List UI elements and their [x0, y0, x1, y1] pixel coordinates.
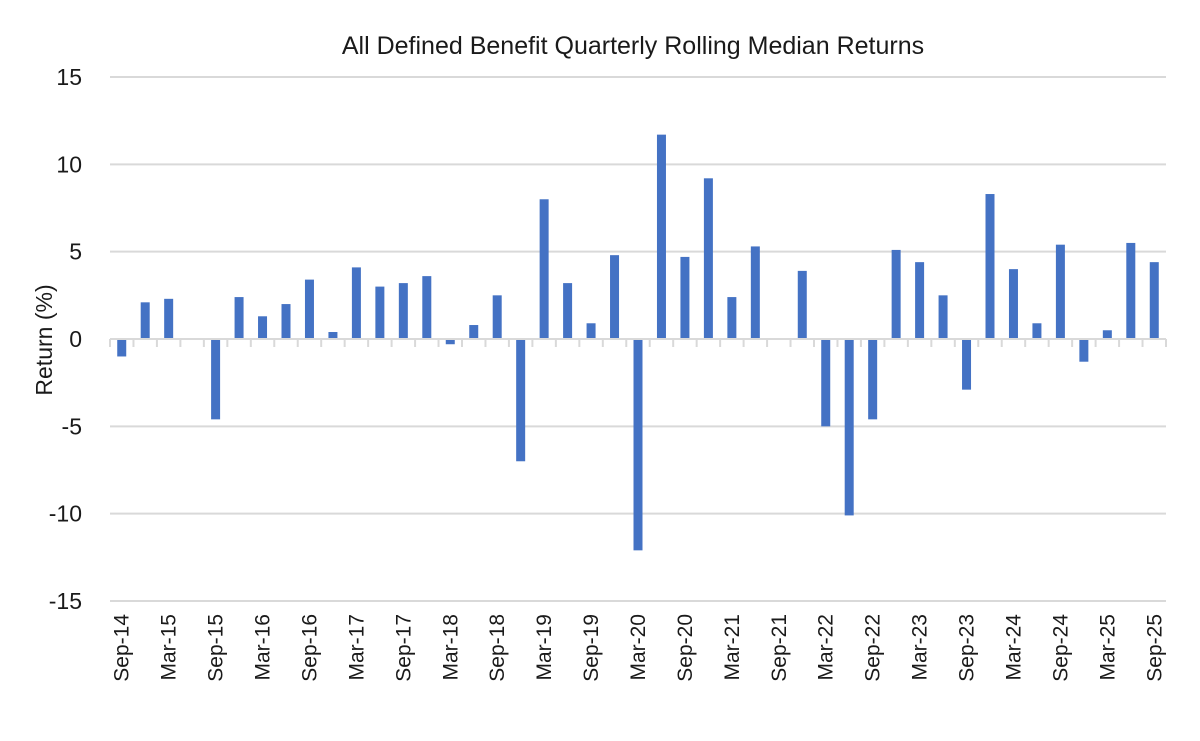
x-tick-label: Sep-19 — [580, 614, 603, 682]
bar-Sep-22 — [868, 339, 878, 420]
x-tick-label: Sep-15 — [205, 614, 228, 682]
bar-Dec-15 — [234, 297, 244, 339]
x-tick-label: Sep-14 — [111, 614, 134, 682]
x-tick-label: Sep-16 — [298, 614, 321, 682]
bar-Mar-20 — [633, 339, 643, 551]
bar-Sep-17 — [398, 283, 408, 339]
bar-Sep-15 — [211, 339, 221, 420]
bar-Jun-18 — [469, 325, 479, 339]
y-tick-label: 0 — [69, 326, 82, 352]
bar-Jun-24 — [1032, 323, 1042, 339]
bar-Dec-18 — [516, 339, 526, 462]
bar-Jun-17 — [375, 286, 385, 339]
bar-Mar-16 — [258, 316, 268, 339]
x-tick-label: Mar-18 — [439, 614, 462, 681]
x-tick-label: Mar-25 — [1096, 614, 1119, 681]
y-tick-label: 10 — [56, 151, 82, 177]
bar-Dec-21 — [797, 270, 807, 339]
x-tick-label: Sep-21 — [768, 614, 791, 682]
x-tick-labels: Sep-14 Mar-15 Sep-15 Mar-16 Sep-16 Mar-17 Sep-… — [111, 614, 1167, 682]
y-tick-label: -15 — [49, 588, 82, 614]
bar-Sep-25 — [1149, 262, 1159, 339]
bar-Dec-23 — [985, 194, 995, 339]
bar-Sep-23 — [962, 339, 972, 390]
bar-Dec-19 — [610, 255, 620, 339]
x-tick-label: Sep-18 — [486, 614, 509, 682]
chart-title: All Defined Benefit Quarterly Rolling Me… — [342, 32, 924, 60]
bars — [117, 134, 1159, 551]
y-tick-label: 15 — [56, 64, 82, 90]
x-tick-label: Mar-15 — [158, 614, 181, 681]
bar-Mar-23 — [915, 262, 925, 339]
bar-Mar-15 — [164, 298, 174, 339]
bar-Mar-17 — [351, 267, 361, 339]
bar-Sep-24 — [1055, 244, 1065, 339]
y-tick-label: 5 — [69, 239, 82, 265]
bar-Jun-20 — [656, 134, 666, 339]
bar-Mar-21 — [727, 297, 737, 339]
bar-Jun-22 — [844, 339, 854, 516]
bar-Sep-19 — [586, 323, 596, 339]
x-tick-label: Sep-20 — [674, 614, 697, 682]
bar-Dec-16 — [328, 332, 338, 339]
x-tick-label: Mar-21 — [721, 614, 744, 681]
bar-Sep-16 — [304, 279, 314, 339]
bar-Sep-18 — [492, 295, 502, 339]
bar-Dec-17 — [422, 276, 432, 339]
x-tick-label: Sep-23 — [956, 614, 979, 682]
bar-Jun-23 — [938, 295, 948, 339]
bar-Jun-16 — [281, 304, 291, 339]
bar-Mar-24 — [1008, 269, 1018, 339]
x-tick-label: Mar-19 — [533, 614, 556, 681]
x-axis — [109, 338, 1167, 347]
x-tick-label: Sep-24 — [1049, 614, 1072, 682]
x-tick-label: Mar-17 — [345, 614, 368, 681]
bar-Mar-22 — [821, 339, 831, 427]
x-tick-label: Mar-16 — [252, 614, 275, 681]
bar-Mar-18 — [445, 339, 455, 345]
bar-Dec-20 — [703, 178, 713, 339]
y-tick-label: -10 — [49, 501, 82, 527]
y-tick-label: -5 — [62, 413, 82, 439]
x-tick-label: Mar-20 — [627, 614, 650, 681]
y-tick-labels: 15 10 5 0 -5 -10 -15 — [49, 64, 82, 614]
x-tick-label: Mar-24 — [1002, 614, 1025, 681]
bar-Dec-14 — [140, 302, 150, 339]
x-tick-label: Sep-22 — [862, 614, 885, 682]
bar-Dec-24 — [1079, 339, 1089, 362]
x-tick-label: Sep-25 — [1143, 614, 1166, 682]
x-tick-label: Mar-23 — [909, 614, 932, 681]
bar-Jun-25 — [1126, 242, 1136, 339]
bar-Jun-19 — [563, 283, 573, 339]
bar-Dec-22 — [891, 249, 901, 339]
bar-Mar-19 — [539, 199, 549, 339]
bar-Sep-14 — [117, 339, 127, 357]
bar-Sep-20 — [680, 256, 690, 339]
x-tick-label: Mar-22 — [815, 614, 838, 681]
x-tick-label: Sep-17 — [392, 614, 415, 682]
bar-Jun-21 — [750, 246, 760, 339]
y-axis-label: Return (%) — [31, 284, 57, 395]
bar-Mar-25 — [1102, 330, 1112, 339]
